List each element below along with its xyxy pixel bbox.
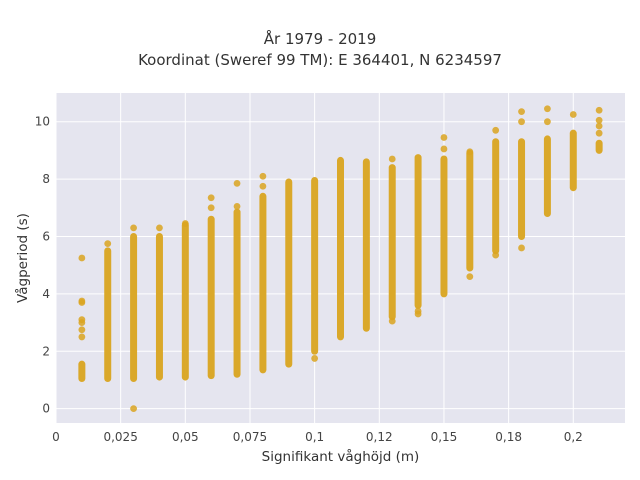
data-point <box>311 355 319 362</box>
y-tick-label: 0 <box>42 402 50 416</box>
chart-subtitle: Koordinat (Sweref 99 TM): E 364401, N 62… <box>138 51 502 69</box>
data-point <box>388 317 396 325</box>
data-point <box>78 297 86 305</box>
data-point <box>207 194 215 202</box>
data-point <box>181 220 189 227</box>
y-tick-label: 10 <box>35 115 50 129</box>
x-tick-label: 0,12 <box>366 430 393 444</box>
x-tick-label: 0,075 <box>233 430 267 444</box>
data-point <box>414 307 422 315</box>
data-point <box>595 116 603 124</box>
data-point <box>466 148 474 156</box>
data-point <box>569 111 577 118</box>
data-point <box>595 129 603 137</box>
data-point <box>492 251 500 259</box>
data-point <box>233 202 241 210</box>
data-point <box>595 122 603 130</box>
y-axis-label: Vågperiod (s) <box>14 213 31 303</box>
data-point <box>104 240 112 248</box>
data-point <box>544 118 551 126</box>
data-point <box>130 224 137 232</box>
chart-title: År 1979 - 2019 <box>263 30 377 48</box>
data-point <box>440 145 448 153</box>
x-tick-label: 0,025 <box>103 430 137 444</box>
x-tick-label: 0,18 <box>495 430 522 444</box>
data-point <box>207 204 215 212</box>
y-tick-label: 2 <box>42 344 50 358</box>
data-point <box>78 326 86 334</box>
x-tick-label: 0,05 <box>172 430 199 444</box>
y-axis-ticks: 0 2 4 6 8 10 <box>35 115 50 416</box>
data-point <box>544 105 551 113</box>
x-axis-label: Signifikant våghöjd (m) <box>262 448 420 465</box>
x-tick-label: 0,1 <box>305 430 324 444</box>
data-point <box>595 106 603 114</box>
y-tick-label: 8 <box>42 172 50 186</box>
data-point <box>233 179 241 187</box>
data-point <box>259 182 267 190</box>
data-point <box>466 273 474 281</box>
data-point <box>492 126 500 134</box>
y-tick-label: 6 <box>42 229 50 243</box>
data-point <box>156 224 163 232</box>
data-point <box>259 172 267 180</box>
x-tick-label: 0,15 <box>431 430 458 444</box>
data-point <box>518 118 525 126</box>
y-tick-label: 4 <box>42 287 50 301</box>
data-point <box>78 254 86 262</box>
data-point <box>130 405 137 413</box>
x-tick-label: 0 <box>52 430 60 444</box>
data-point <box>388 155 396 163</box>
x-axis-ticks: 0 0,025 0,05 0,075 0,1 0,12 0,15 0,18 0,2 <box>52 430 583 444</box>
data-point <box>518 108 525 116</box>
x-tick-label: 0,2 <box>564 430 583 444</box>
data-point <box>78 316 86 324</box>
data-point <box>78 333 86 341</box>
data-point <box>440 134 448 141</box>
data-points <box>78 105 603 413</box>
data-point <box>518 244 525 252</box>
